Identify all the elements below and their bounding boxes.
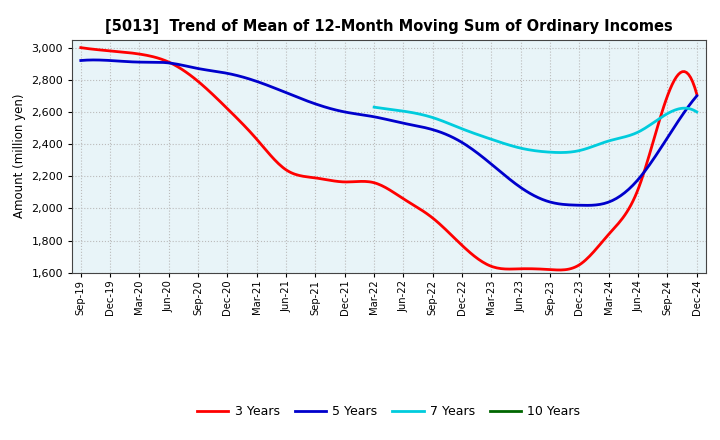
Y-axis label: Amount (million yen): Amount (million yen): [13, 94, 26, 218]
Legend: 3 Years, 5 Years, 7 Years, 10 Years: 3 Years, 5 Years, 7 Years, 10 Years: [192, 400, 585, 423]
Title: [5013]  Trend of Mean of 12-Month Moving Sum of Ordinary Incomes: [5013] Trend of Mean of 12-Month Moving …: [105, 19, 672, 34]
